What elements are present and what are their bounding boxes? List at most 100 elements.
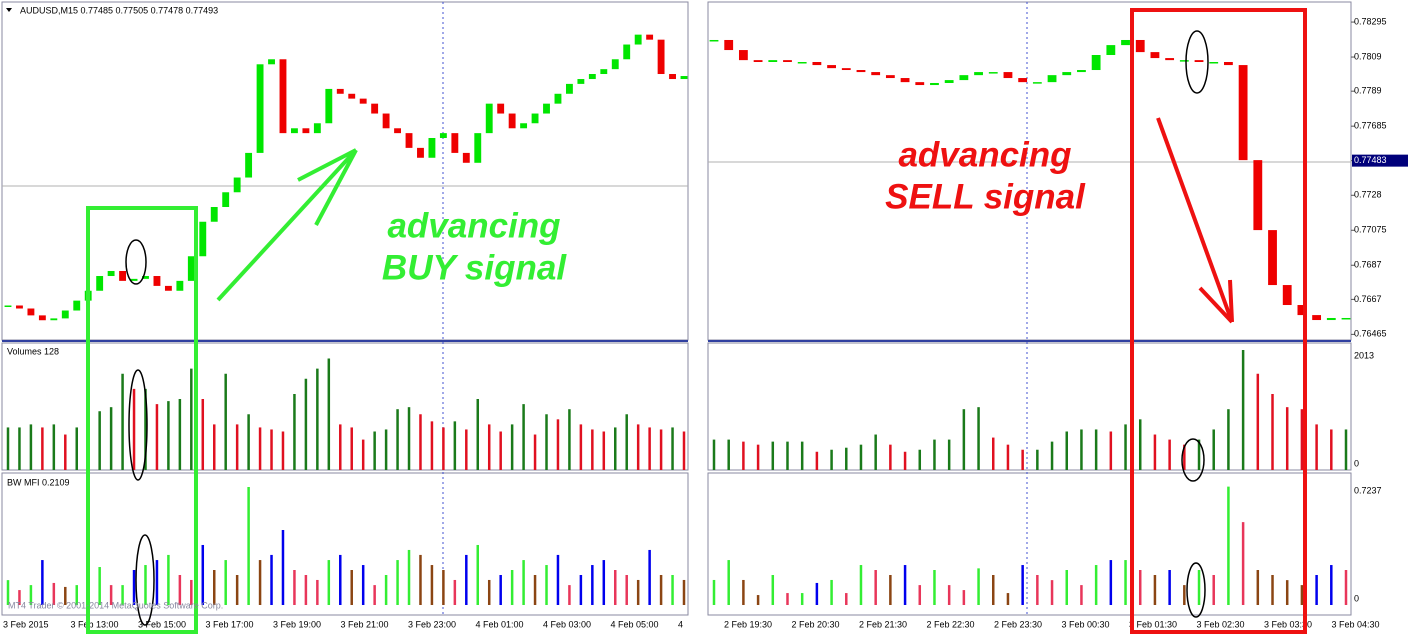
candle — [856, 70, 866, 73]
candle — [1326, 317, 1336, 321]
frame — [707, 472, 1352, 616]
candle — [119, 270, 127, 281]
indicator-label: BW MFI 0.2109 — [7, 477, 70, 487]
candle — [1238, 65, 1248, 161]
candle — [768, 60, 778, 62]
y-tick-label: 2013 — [1354, 350, 1374, 360]
candle — [233, 177, 241, 193]
candle — [531, 113, 539, 124]
candle — [1121, 39, 1130, 46]
x-tick-label: 2 Feb 20:30 — [792, 619, 840, 629]
y-tick-label: 0.7809 — [1354, 51, 1382, 61]
candle — [900, 78, 910, 83]
frame — [1, 342, 689, 471]
candle — [462, 152, 470, 163]
candle — [199, 221, 207, 257]
chart-title: AUDUSD,M15 0.77485 0.77505 0.77478 0.774… — [20, 5, 218, 15]
candle — [1106, 45, 1116, 56]
candle — [724, 39, 734, 51]
candle — [1032, 82, 1042, 84]
candle — [1341, 317, 1351, 320]
candle — [245, 152, 253, 178]
candle — [187, 256, 195, 281]
candle — [944, 80, 954, 83]
copyright: MT4 Trader © 2001-2014 MetaQuotes Softwa… — [8, 600, 223, 610]
x-tick-label: 3 Feb 03:30 — [1264, 619, 1312, 629]
candle — [1165, 58, 1175, 61]
x-tick-label: 3 Feb 21:00 — [341, 619, 389, 629]
candle — [1091, 55, 1101, 71]
candle — [16, 305, 23, 309]
x-tick-label: 4 Feb 03:00 — [543, 619, 591, 629]
y-tick-label: 0.77685 — [1354, 121, 1387, 131]
y-tick-label: 0.7237 — [1354, 485, 1382, 495]
x-tick-label: 4 Feb 01:00 — [476, 619, 524, 629]
candle — [974, 72, 983, 76]
candle — [485, 103, 493, 134]
candle — [1047, 75, 1057, 83]
candle — [291, 128, 298, 134]
candle — [520, 123, 528, 129]
y-tick-label: 0.7667 — [1354, 294, 1382, 304]
candle — [797, 61, 807, 64]
candle — [142, 276, 149, 279]
x-tick-label: 3 Feb 00:30 — [1062, 619, 1110, 629]
y-tick-label: 0 — [1354, 593, 1359, 603]
candle — [222, 192, 230, 208]
candle — [1135, 39, 1145, 53]
candle — [164, 285, 172, 291]
arrow — [216, 148, 358, 302]
candle — [1253, 160, 1263, 231]
menu-icon — [6, 8, 12, 12]
candle — [439, 133, 447, 138]
candle — [325, 88, 333, 124]
candle — [783, 60, 792, 62]
candle — [988, 72, 998, 74]
candle — [871, 72, 881, 76]
x-tick-label: 2 Feb 22:30 — [927, 619, 975, 629]
candle — [738, 50, 748, 61]
candle — [96, 276, 104, 291]
candle — [915, 82, 925, 86]
indicator-label: Volumes 128 — [7, 346, 59, 356]
candle — [588, 74, 596, 80]
x-tick-label: 4 — [678, 619, 683, 629]
candle — [554, 93, 562, 104]
candle — [623, 44, 631, 60]
candle — [4, 305, 12, 307]
candle — [600, 69, 608, 75]
candle — [394, 128, 401, 134]
x-tick-label: 3 Feb 04:30 — [1332, 619, 1380, 629]
candle — [1194, 60, 1204, 62]
candle — [885, 75, 895, 79]
candle — [176, 280, 184, 291]
candle — [1062, 72, 1072, 76]
candle — [210, 207, 218, 222]
candle — [930, 82, 939, 86]
candle — [634, 34, 642, 45]
candle — [428, 137, 436, 158]
x-tick-label: 4 Feb 05:00 — [611, 619, 659, 629]
plot-layer: 3 Feb 2015 3 Feb 13:00 3 Feb 15:00 3 Feb 17… — [3, 16, 1408, 629]
y-tick-label: 0.7789 — [1354, 86, 1382, 96]
x-tick-label: 3 Feb 19:00 — [273, 619, 321, 629]
candle — [348, 93, 356, 99]
x-tick-label: 3 Feb 2015 — [3, 619, 49, 629]
frame — [1, 472, 689, 616]
price-marker — [1352, 154, 1408, 167]
x-tick-label: 3 Feb 15:00 — [138, 619, 186, 629]
candle — [827, 65, 836, 69]
y-tick-label: 0.77075 — [1354, 225, 1387, 235]
candle — [417, 147, 424, 158]
candle — [279, 59, 287, 134]
candle — [474, 133, 482, 163]
x-tick-label: 3 Feb 02:30 — [1197, 619, 1245, 629]
annotation: advancing — [898, 135, 1071, 174]
candle — [753, 60, 763, 62]
candle — [382, 113, 390, 129]
candle — [1297, 305, 1307, 316]
candle — [508, 113, 516, 129]
candle — [61, 310, 69, 319]
candle — [709, 39, 719, 42]
